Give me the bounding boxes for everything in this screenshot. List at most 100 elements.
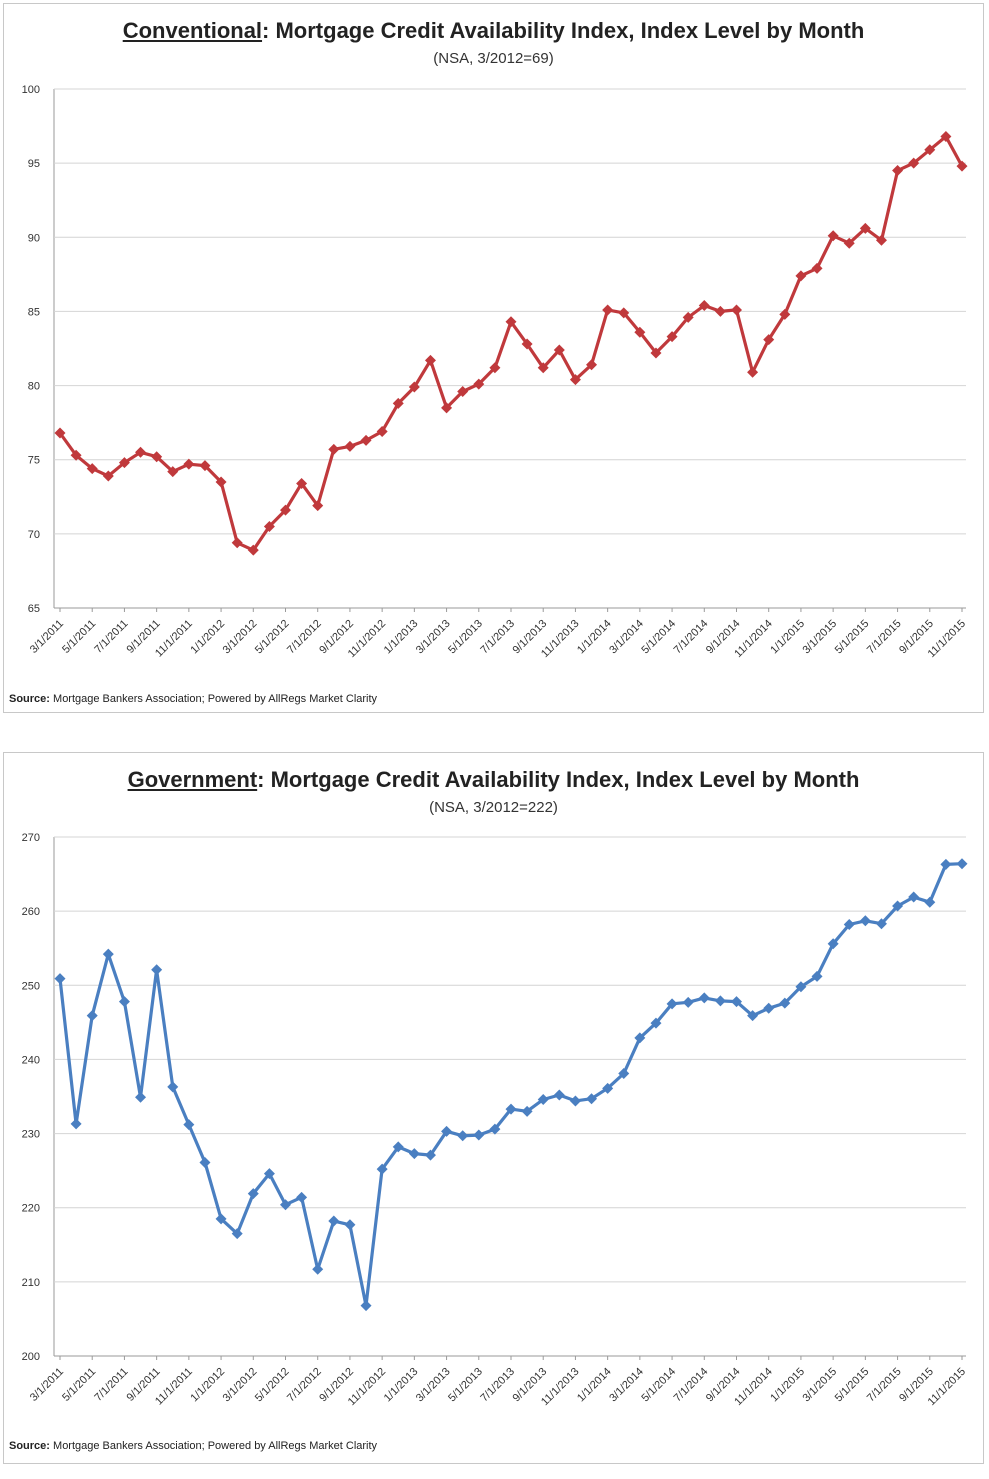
- x-tick-label: 3/1/2015: [800, 1366, 839, 1405]
- x-tick-label: 5/1/2012: [253, 618, 292, 657]
- data-point: [795, 981, 807, 993]
- data-point: [183, 458, 195, 470]
- data-point: [618, 1068, 630, 1080]
- data-point: [408, 381, 420, 393]
- data-point: [602, 304, 614, 316]
- x-tick-label: 1/1/2012: [188, 618, 227, 657]
- data-point: [86, 463, 98, 475]
- data-point: [86, 1010, 98, 1022]
- data-point: [280, 1199, 291, 1211]
- data-point: [892, 165, 904, 177]
- y-tick-label: 210: [22, 1277, 40, 1289]
- data-point: [747, 366, 759, 378]
- data-point: [328, 1215, 340, 1227]
- data-point: [408, 1148, 420, 1160]
- data-point: [956, 160, 968, 172]
- data-point: [183, 1119, 195, 1131]
- data-point: [215, 1213, 227, 1225]
- data-point: [682, 311, 694, 323]
- x-tick-label: 5/1/2011: [60, 618, 98, 656]
- x-tick-label: 7/1/2015: [865, 1366, 904, 1405]
- data-point: [70, 449, 82, 461]
- x-tick-label: 3/1/2013: [414, 618, 453, 657]
- data-point: [940, 858, 952, 870]
- source-label: Source:: [9, 1440, 50, 1452]
- data-point: [118, 457, 130, 469]
- data-point: [875, 918, 887, 930]
- data-point: [908, 891, 920, 903]
- data-point: [489, 362, 501, 374]
- data-point: [940, 130, 952, 142]
- chart-title: Government: Mortgage Credit Availability…: [4, 767, 983, 793]
- data-point: [135, 446, 147, 458]
- data-point: [199, 1156, 211, 1168]
- x-tick-label: 5/1/2015: [833, 1366, 872, 1405]
- data-point: [666, 998, 678, 1010]
- data-point: [779, 308, 791, 320]
- x-tick-label: 1/1/2015: [768, 618, 807, 657]
- data-point: [360, 1300, 372, 1312]
- data-point: [827, 938, 839, 950]
- data-point: [457, 1130, 469, 1142]
- data-point: [280, 504, 291, 516]
- data-point: [102, 948, 114, 960]
- data-point: [505, 316, 517, 328]
- data-point: [650, 347, 662, 359]
- data-point: [924, 144, 936, 156]
- data-point: [747, 1010, 759, 1022]
- x-tick-label: 7/1/2012: [285, 1366, 324, 1405]
- data-point: [328, 443, 340, 455]
- data-point: [392, 397, 404, 409]
- data-point: [424, 1149, 436, 1161]
- chart-subtitle: (NSA, 3/2012=222): [429, 799, 558, 816]
- data-point: [521, 338, 533, 350]
- y-tick-label: 95: [28, 158, 40, 170]
- x-tick-label: 3/1/2013: [414, 1366, 453, 1405]
- data-point: [344, 1219, 356, 1231]
- x-tick-label: 1/1/2014: [575, 618, 614, 657]
- chart-title-rest: : Mortgage Credit Availability Index, In…: [257, 767, 860, 792]
- y-tick-label: 240: [22, 1054, 40, 1066]
- data-point: [457, 386, 469, 398]
- x-tick-label: 7/1/2011: [92, 618, 130, 656]
- x-tick-label: 5/1/2012: [253, 1366, 292, 1405]
- source-label: Source:: [9, 693, 50, 705]
- data-point: [908, 157, 920, 169]
- data-point: [296, 477, 308, 489]
- x-tick-label: 7/1/2013: [478, 618, 517, 657]
- source-note: Source: Mortgage Bankers Association; Po…: [9, 1440, 377, 1452]
- y-tick-label: 65: [28, 603, 40, 615]
- data-point: [618, 307, 630, 319]
- data-point: [586, 1093, 598, 1105]
- data-point: [731, 304, 742, 316]
- data-point: [505, 1103, 517, 1115]
- data-point: [296, 1191, 308, 1203]
- x-tick-label: 5/1/2015: [833, 618, 872, 657]
- x-tick-label: 5/1/2013: [446, 618, 485, 657]
- x-tick-label: 1/1/2013: [382, 1366, 421, 1405]
- data-point: [441, 1125, 453, 1137]
- data-point: [102, 470, 114, 482]
- data-point: [602, 1082, 614, 1094]
- data-point: [199, 460, 211, 472]
- data-point: [634, 1032, 646, 1044]
- data-point: [924, 896, 936, 908]
- data-point: [118, 996, 130, 1008]
- data-point: [666, 331, 678, 343]
- data-point: [263, 520, 275, 532]
- data-point: [569, 1095, 581, 1107]
- data-point: [215, 476, 227, 488]
- data-point: [811, 970, 823, 982]
- data-point: [521, 1105, 533, 1117]
- data-point: [489, 1123, 501, 1135]
- data-point: [698, 299, 710, 311]
- government-line-chart: 200 210 220 230 240 250 260 270 3/1/20115/1/2011…: [22, 832, 968, 1408]
- x-tick-label: 3/1/2012: [221, 618, 260, 657]
- y-tick-label: 75: [28, 455, 40, 467]
- data-point: [795, 270, 807, 282]
- data-point: [167, 466, 179, 478]
- source-text: Mortgage Bankers Association; Powered by…: [49, 1440, 378, 1452]
- data-point: [827, 230, 839, 242]
- data-point: [376, 426, 388, 438]
- data-point: [569, 374, 581, 386]
